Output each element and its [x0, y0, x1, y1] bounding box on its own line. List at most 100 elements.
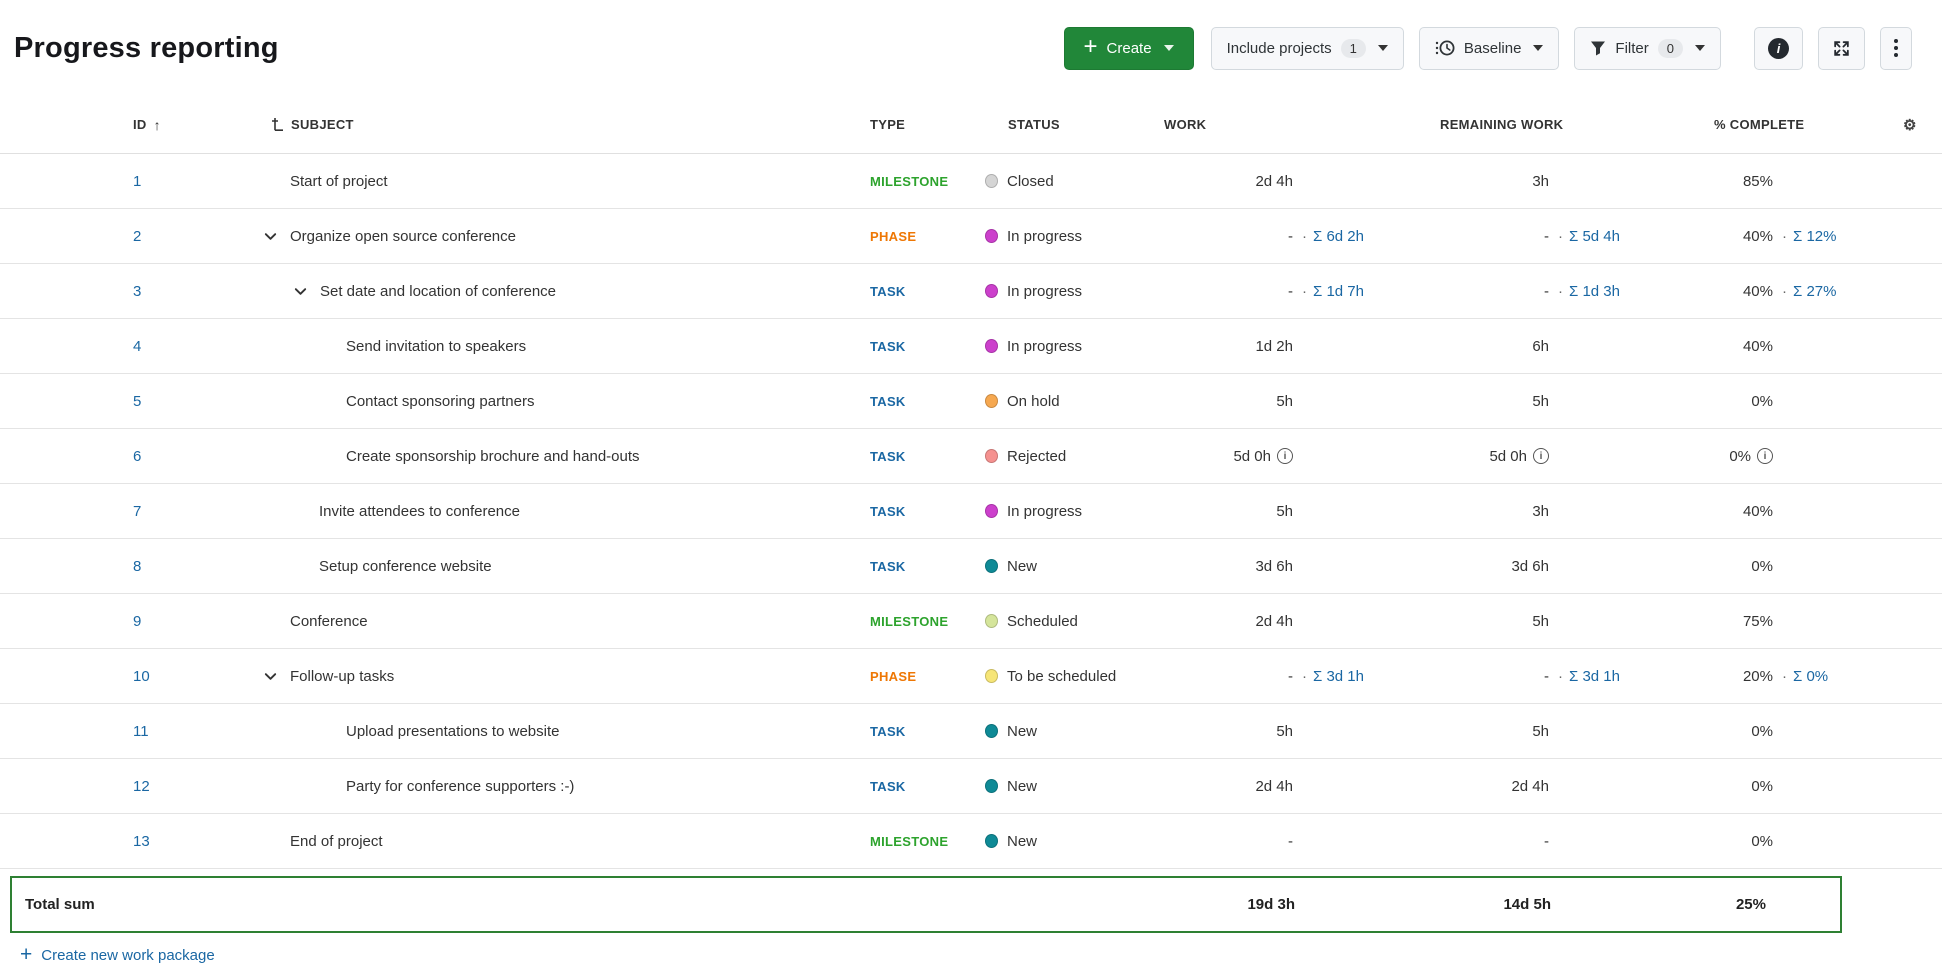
subject-text: End of project	[290, 832, 383, 850]
percent-complete-cell: 40% · Σ 12%	[1742, 227, 1837, 245]
table-row[interactable]: 13 End of project MILESTONE New - - 0%	[0, 814, 1942, 869]
status-dot-icon	[985, 284, 998, 298]
work-package-id-link[interactable]: 10	[133, 667, 150, 685]
sum-value-link[interactable]: Σ 3d 1h	[1569, 667, 1620, 685]
include-projects-button[interactable]: Include projects 1	[1210, 26, 1404, 70]
sum-value-link[interactable]: Σ 1d 3h	[1569, 282, 1620, 300]
kebab-menu-icon	[1894, 39, 1898, 57]
header-subject[interactable]: SUBJECT	[250, 117, 855, 132]
collapse-chevron-icon[interactable]	[263, 669, 283, 684]
type-badge: PHASE	[870, 668, 917, 684]
work-cell: 2d 4h	[1255, 612, 1293, 630]
collapse-chevron-icon[interactable]	[263, 229, 283, 244]
table-row[interactable]: 11 Upload presentations to website TASK …	[0, 704, 1942, 759]
type-badge: TASK	[870, 448, 906, 464]
type-badge: TASK	[870, 723, 906, 739]
work-package-id-link[interactable]: 7	[133, 502, 142, 520]
table-body: 1 Start of project MILESTONE Closed 2d 4…	[0, 154, 1942, 869]
header-percent-complete[interactable]: % COMPLETE	[1714, 117, 1805, 132]
create-button[interactable]: + Create	[1063, 26, 1194, 70]
status-dot-icon	[985, 229, 998, 243]
toolbar: + Create Include projects 1 Baseline	[1063, 26, 1912, 70]
info-icon: i	[1768, 37, 1789, 59]
header-remaining-work[interactable]: REMAINING WORK	[1440, 117, 1564, 132]
percent-complete-cell: 40% · Σ 27%	[1742, 282, 1837, 300]
filter-button[interactable]: Filter 0	[1574, 26, 1721, 70]
separator-dot: ·	[1302, 227, 1307, 245]
total-sum-row: Total sum 19d 3h 14d 5h 25%	[10, 876, 1842, 933]
work-package-id-link[interactable]: 11	[133, 722, 149, 740]
type-badge: TASK	[870, 558, 906, 574]
sum-value-link[interactable]: Σ 27%	[1793, 282, 1837, 300]
work-package-id-link[interactable]: 1	[133, 172, 142, 190]
work-package-id-link[interactable]: 9	[133, 612, 142, 630]
table-row[interactable]: 12 Party for conference supporters :-) T…	[0, 759, 1942, 814]
table-row[interactable]: 3 Set date and location of conference TA…	[0, 264, 1942, 319]
filter-count-badge: 0	[1657, 38, 1683, 58]
percent-complete-cell: 20% · Σ 0%	[1742, 667, 1829, 685]
table-header-row: ID ↑ SUBJECT TYPE STATUS WORK REMAINING …	[0, 96, 1942, 154]
info-icon[interactable]: i	[1277, 448, 1293, 464]
header-work[interactable]: WORK	[1164, 117, 1207, 132]
info-button[interactable]: i	[1754, 26, 1803, 70]
settings-gear-icon[interactable]: ⚙	[1903, 116, 1917, 134]
remaining-work-cell: - · Σ 1d 3h	[1544, 282, 1620, 300]
sum-value-link[interactable]: Σ 1d 7h	[1313, 282, 1364, 300]
work-package-id-link[interactable]: 2	[133, 227, 142, 245]
sum-value-link[interactable]: Σ 5d 4h	[1569, 227, 1620, 245]
work-cell: 5d 0h i	[1120, 448, 1365, 465]
work-cell: - · Σ 1d 7h	[1288, 282, 1364, 300]
subject-text: Start of project	[290, 172, 388, 190]
create-work-package-label: Create new work package	[41, 947, 215, 964]
work-package-id-link[interactable]: 3	[133, 282, 142, 300]
remaining-work-cell: 5d 0h i	[1365, 448, 1632, 465]
sort-ascending-icon: ↑	[153, 116, 161, 133]
table-row[interactable]: 5 Contact sponsoring partners TASK On ho…	[0, 374, 1942, 429]
info-icon[interactable]: i	[1533, 448, 1549, 464]
header-id[interactable]: ID ↑	[133, 116, 161, 133]
baseline-button[interactable]: Baseline	[1418, 26, 1560, 70]
percent-complete-cell: 40%	[1742, 337, 1773, 355]
work-package-id-link[interactable]: 12	[133, 777, 150, 795]
more-options-button[interactable]	[1880, 26, 1912, 70]
remaining-work-cell: 2d 4h	[1511, 777, 1549, 795]
subject-text: Contact sponsoring partners	[346, 392, 535, 410]
collapse-chevron-icon[interactable]	[293, 284, 313, 299]
fullscreen-button[interactable]	[1818, 26, 1865, 70]
table-row[interactable]: 4 Send invitation to speakers TASK In pr…	[0, 319, 1942, 374]
work-package-id-link[interactable]: 13	[133, 832, 150, 850]
total-sum-label: Total sum	[25, 896, 95, 913]
header-type[interactable]: TYPE	[870, 117, 906, 132]
header-status[interactable]: STATUS	[1008, 117, 1060, 132]
sum-value-link[interactable]: Σ 3d 1h	[1313, 667, 1364, 685]
include-projects-label: Include projects	[1226, 39, 1332, 57]
chevron-down-icon	[1695, 45, 1705, 51]
table-row[interactable]: 10 Follow-up tasks PHASE To be scheduled…	[0, 649, 1942, 704]
status-dot-icon	[985, 779, 998, 793]
table-row[interactable]: 1 Start of project MILESTONE Closed 2d 4…	[0, 154, 1942, 209]
table-row[interactable]: 7 Invite attendees to conference TASK In…	[0, 484, 1942, 539]
table-row[interactable]: 9 Conference MILESTONE Scheduled 2d 4h 5…	[0, 594, 1942, 649]
type-badge: TASK	[870, 503, 906, 519]
topbar: Progress reporting + Create Include proj…	[0, 0, 1942, 96]
sum-value-link[interactable]: Σ 0%	[1793, 667, 1829, 685]
table-row[interactable]: 2 Organize open source conference PHASE …	[0, 209, 1942, 264]
work-package-id-link[interactable]: 5	[133, 392, 142, 410]
work-package-id-link[interactable]: 4	[133, 337, 142, 355]
create-work-package-link[interactable]: + Create new work package	[20, 943, 1942, 966]
filter-label: Filter	[1615, 39, 1649, 57]
type-badge: MILESTONE	[870, 613, 949, 629]
table-row[interactable]: 8 Setup conference website TASK New 3d 6…	[0, 539, 1942, 594]
type-badge: MILESTONE	[870, 833, 949, 849]
sum-value-link[interactable]: Σ 12%	[1793, 227, 1837, 245]
plus-icon: +	[20, 943, 33, 966]
separator-dot: ·	[1558, 227, 1563, 245]
sum-value-link[interactable]: Σ 6d 2h	[1313, 227, 1364, 245]
table-row[interactable]: 6 Create sponsorship brochure and hand-o…	[0, 429, 1942, 484]
work-package-id-link[interactable]: 8	[133, 557, 142, 575]
percent-complete-cell: 0%	[1751, 722, 1773, 740]
info-icon[interactable]: i	[1757, 448, 1773, 464]
work-package-id-link[interactable]: 6	[133, 447, 142, 465]
subject-text: Setup conference website	[319, 557, 492, 575]
